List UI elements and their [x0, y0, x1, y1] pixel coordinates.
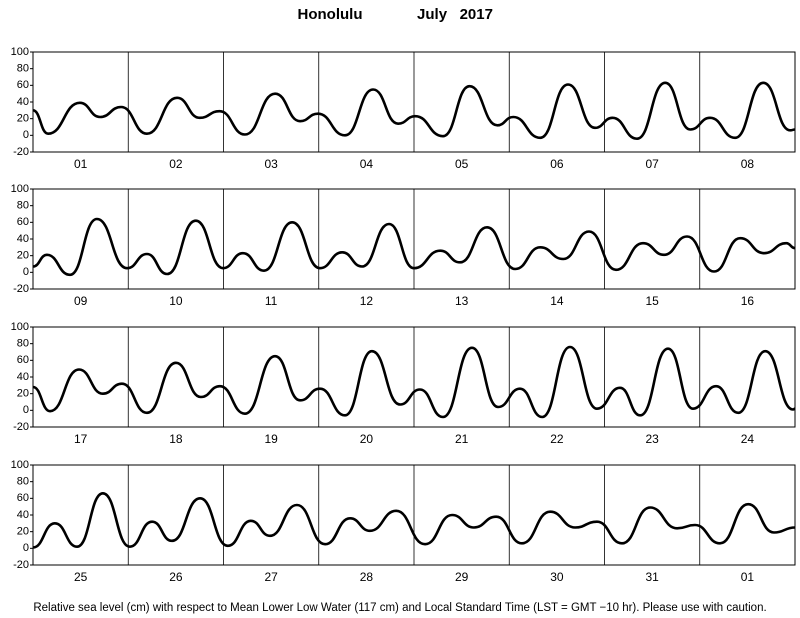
x-tick-label: 12	[360, 294, 374, 308]
y-tick-label: 40	[17, 96, 29, 108]
y-tick-label: 100	[11, 183, 29, 195]
x-tick-label: 31	[645, 570, 659, 584]
x-tick-label: 04	[360, 157, 374, 171]
x-tick-label: 06	[550, 157, 564, 171]
x-tick-label: 24	[741, 432, 755, 446]
x-tick-label: 10	[169, 294, 183, 308]
x-tick-label: 02	[169, 157, 183, 171]
y-tick-label: 20	[17, 526, 29, 538]
y-tick-label: 40	[17, 509, 29, 521]
y-tick-label: 0	[23, 404, 29, 416]
x-tick-label: 25	[74, 570, 88, 584]
y-tick-label: 0	[23, 129, 29, 141]
x-tick-label: 18	[169, 432, 183, 446]
x-tick-label: 05	[455, 157, 469, 171]
y-tick-label: 20	[17, 388, 29, 400]
x-tick-label: 27	[264, 570, 278, 584]
y-tick-label: 60	[17, 79, 29, 91]
y-tick-label: 60	[17, 354, 29, 366]
y-tick-label: 100	[11, 459, 29, 471]
chart-title: Honolulu	[298, 6, 363, 23]
tide-line	[32, 81, 796, 140]
y-tick-label: -20	[13, 559, 29, 571]
x-tick-label: 14	[550, 294, 564, 308]
x-tick-label: 03	[264, 157, 278, 171]
footer-note: Relative sea level (cm) with respect to …	[33, 602, 766, 614]
y-tick-label: 100	[11, 46, 29, 58]
x-tick-label: 26	[169, 570, 183, 584]
y-tick-label: 80	[17, 63, 29, 75]
tide-line	[32, 217, 796, 277]
x-tick-label: 22	[550, 432, 564, 446]
x-tick-label: 17	[74, 432, 88, 446]
y-tick-label: 100	[11, 321, 29, 333]
x-tick-label: 29	[455, 570, 469, 584]
x-tick-label: 28	[360, 570, 374, 584]
tide-line	[32, 345, 796, 419]
x-tick-label: 15	[645, 294, 659, 308]
y-tick-label: 0	[23, 266, 29, 278]
x-tick-label: 30	[550, 570, 564, 584]
x-tick-label: 21	[455, 432, 469, 446]
y-tick-label: 20	[17, 113, 29, 125]
y-tick-label: 0	[23, 542, 29, 554]
y-tick-label: 80	[17, 338, 29, 350]
x-tick-label: 01	[741, 570, 755, 584]
y-tick-label: 80	[17, 200, 29, 212]
x-tick-label: 01	[74, 157, 88, 171]
x-tick-label: 19	[264, 432, 278, 446]
y-tick-label: 60	[17, 492, 29, 504]
y-tick-label: 60	[17, 216, 29, 228]
x-tick-label: 23	[645, 432, 659, 446]
y-tick-label: 80	[17, 476, 29, 488]
x-tick-label: 08	[741, 157, 755, 171]
x-tick-label: 13	[455, 294, 469, 308]
y-tick-label: -20	[13, 146, 29, 158]
x-tick-label: 20	[360, 432, 374, 446]
y-tick-label: -20	[13, 283, 29, 295]
y-tick-label: 20	[17, 250, 29, 262]
y-tick-label: -20	[13, 421, 29, 433]
chart-subtitle: July 2017	[417, 6, 493, 23]
tide-line	[32, 492, 796, 549]
y-tick-label: 40	[17, 233, 29, 245]
x-tick-label: 16	[741, 294, 755, 308]
x-tick-label: 11	[265, 294, 278, 308]
x-tick-label: 09	[74, 294, 88, 308]
y-tick-label: 40	[17, 371, 29, 383]
x-tick-label: 07	[645, 157, 659, 171]
